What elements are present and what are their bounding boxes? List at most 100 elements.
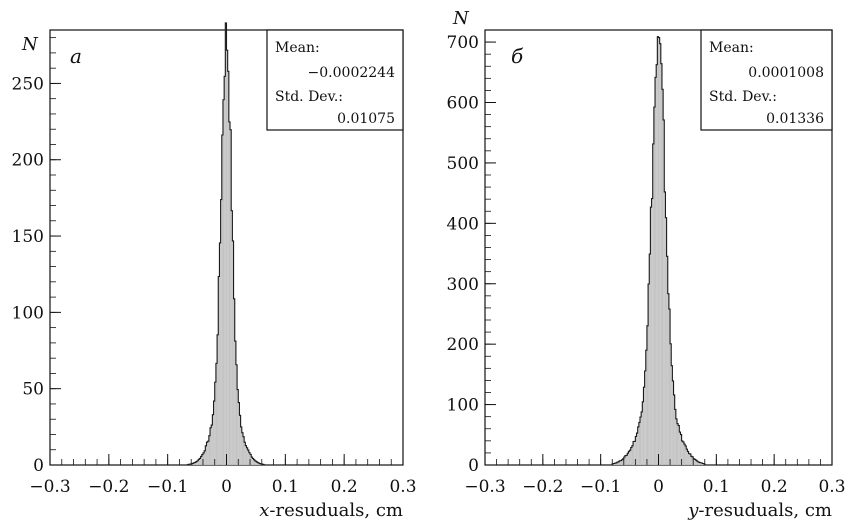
histogram-bar (631, 445, 634, 465)
histogram-bar (685, 445, 687, 465)
histogram-bar (246, 447, 248, 465)
x-tick-label: −0.1 (580, 477, 621, 497)
panel-letter: a (70, 44, 82, 68)
histogram-bar (192, 463, 194, 465)
histogram-bar (653, 107, 656, 466)
histogram-bar (217, 334, 219, 465)
histogram-panel-b: −0.3 −0.2 −0.1 0 0.1 0.2 0.3 0 100 200 300 400 500 60… (447, 8, 846, 521)
x-tick-label: 0.3 (389, 477, 416, 497)
histogram-bar (677, 423, 679, 465)
histogram-bar (681, 440, 683, 465)
x-axis-label: x-resuduals, cm (259, 500, 403, 521)
tick-labels: −0.3 −0.2 −0.1 0 0.1 0.2 0.3 0 100 200 300 400 500 60… (447, 33, 846, 497)
y-tick-label: 200 (12, 151, 44, 171)
y-tick-label: 400 (447, 214, 479, 234)
y-tick-label: 150 (12, 227, 44, 247)
tick-labels: −0.3 −0.2 −0.1 0 0.1 0.2 0.3 0 50 100 150 200 250 (12, 74, 417, 497)
histogram-bars (187, 22, 265, 466)
histogram-bar (641, 411, 643, 465)
histogram-bar (242, 436, 245, 465)
histogram-bar (248, 452, 251, 465)
histogram-bar (667, 293, 669, 465)
axis-ticks (484, 29, 833, 466)
histogram-bar (227, 71, 229, 466)
histogram-bar (624, 455, 627, 465)
x-tick-label: 0.2 (331, 477, 358, 497)
histogram-bar (193, 462, 195, 465)
histogram-bar (666, 256, 668, 465)
histogram-bar (635, 436, 637, 465)
histogram-bar (254, 460, 256, 465)
histogram-bar (661, 89, 664, 465)
histogram-bar (616, 462, 619, 465)
histogram-bars (611, 36, 706, 466)
stats-box: Mean: −0.0002244 Std. Dev.: 0.01075 (266, 29, 404, 131)
histogram-bar (645, 350, 647, 465)
histogram-bar (612, 463, 614, 465)
histogram-bar (638, 422, 640, 465)
histogram-bar (630, 447, 632, 465)
histogram-bar (622, 458, 624, 465)
histogram-bar (703, 463, 705, 465)
histogram-bar (197, 460, 199, 465)
histogram-bar (199, 458, 201, 465)
histogram-bar (208, 435, 211, 465)
histogram-bar (234, 341, 236, 465)
x-tick-label: 0 (221, 477, 232, 497)
histogram-bar (683, 444, 686, 465)
x-tick-label: −0.2 (88, 477, 129, 497)
std-dev-value: 0.01075 (337, 111, 395, 127)
mean-value: 0.0001008 (748, 65, 824, 81)
x-tick-label: 0.2 (761, 477, 788, 497)
histogram-bar (218, 276, 220, 465)
mean-label: Mean: (709, 40, 754, 56)
histogram-bar (659, 43, 661, 465)
histogram-bar (621, 459, 623, 465)
histogram-bar (232, 240, 234, 465)
histogram-bar (664, 191, 666, 465)
histogram-bar (701, 463, 703, 465)
histogram-bar (238, 402, 240, 465)
histogram-bar (233, 298, 235, 465)
stats-box-frame (700, 29, 833, 131)
histogram-bar (652, 143, 654, 465)
histogram-bar (220, 199, 222, 465)
mean-label: Mean: (275, 40, 320, 56)
histogram-bar (194, 462, 196, 465)
histogram-bar (660, 63, 662, 465)
x-tick-label: −0.3 (29, 477, 70, 497)
histogram-bar (613, 463, 615, 465)
histogram-bar (687, 451, 689, 465)
histogram-bar (646, 325, 649, 465)
histogram-bar (195, 461, 198, 465)
histogram-bar (674, 409, 676, 465)
histogram-bar (231, 210, 233, 465)
histogram-bar (252, 458, 254, 465)
histogram-outline (187, 22, 265, 466)
x-tick-label: 0.1 (272, 477, 299, 497)
histogram-bar (637, 426, 639, 465)
histogram-bar (643, 387, 645, 465)
y-tick-label: 0 (468, 456, 479, 476)
histogram-bar (260, 463, 262, 465)
histogram-bar (210, 427, 212, 465)
histogram-bar (222, 99, 225, 465)
histogram-bar (623, 457, 625, 465)
axis-ticks (49, 37, 404, 466)
histogram-bar (644, 370, 646, 465)
y-tick-label: 0 (33, 456, 44, 476)
histogram-bar (204, 450, 206, 465)
histogram-bar (673, 394, 675, 465)
x-axis-variable: y (687, 500, 699, 521)
histogram-bar (655, 77, 657, 465)
histogram-bar (702, 463, 704, 465)
std-dev-value: 0.01336 (766, 111, 824, 127)
std-dev-label: Std. Dev.: (275, 89, 343, 105)
x-tick-label: −0.3 (464, 477, 505, 497)
histogram-bar (656, 64, 658, 465)
std-dev-label: Std. Dev.: (709, 89, 777, 105)
y-tick-label: 200 (447, 335, 479, 355)
x-axis-label-text: -resuduals, cm (269, 500, 403, 521)
histogram-bar (657, 36, 659, 465)
histogram-bar (665, 217, 667, 465)
